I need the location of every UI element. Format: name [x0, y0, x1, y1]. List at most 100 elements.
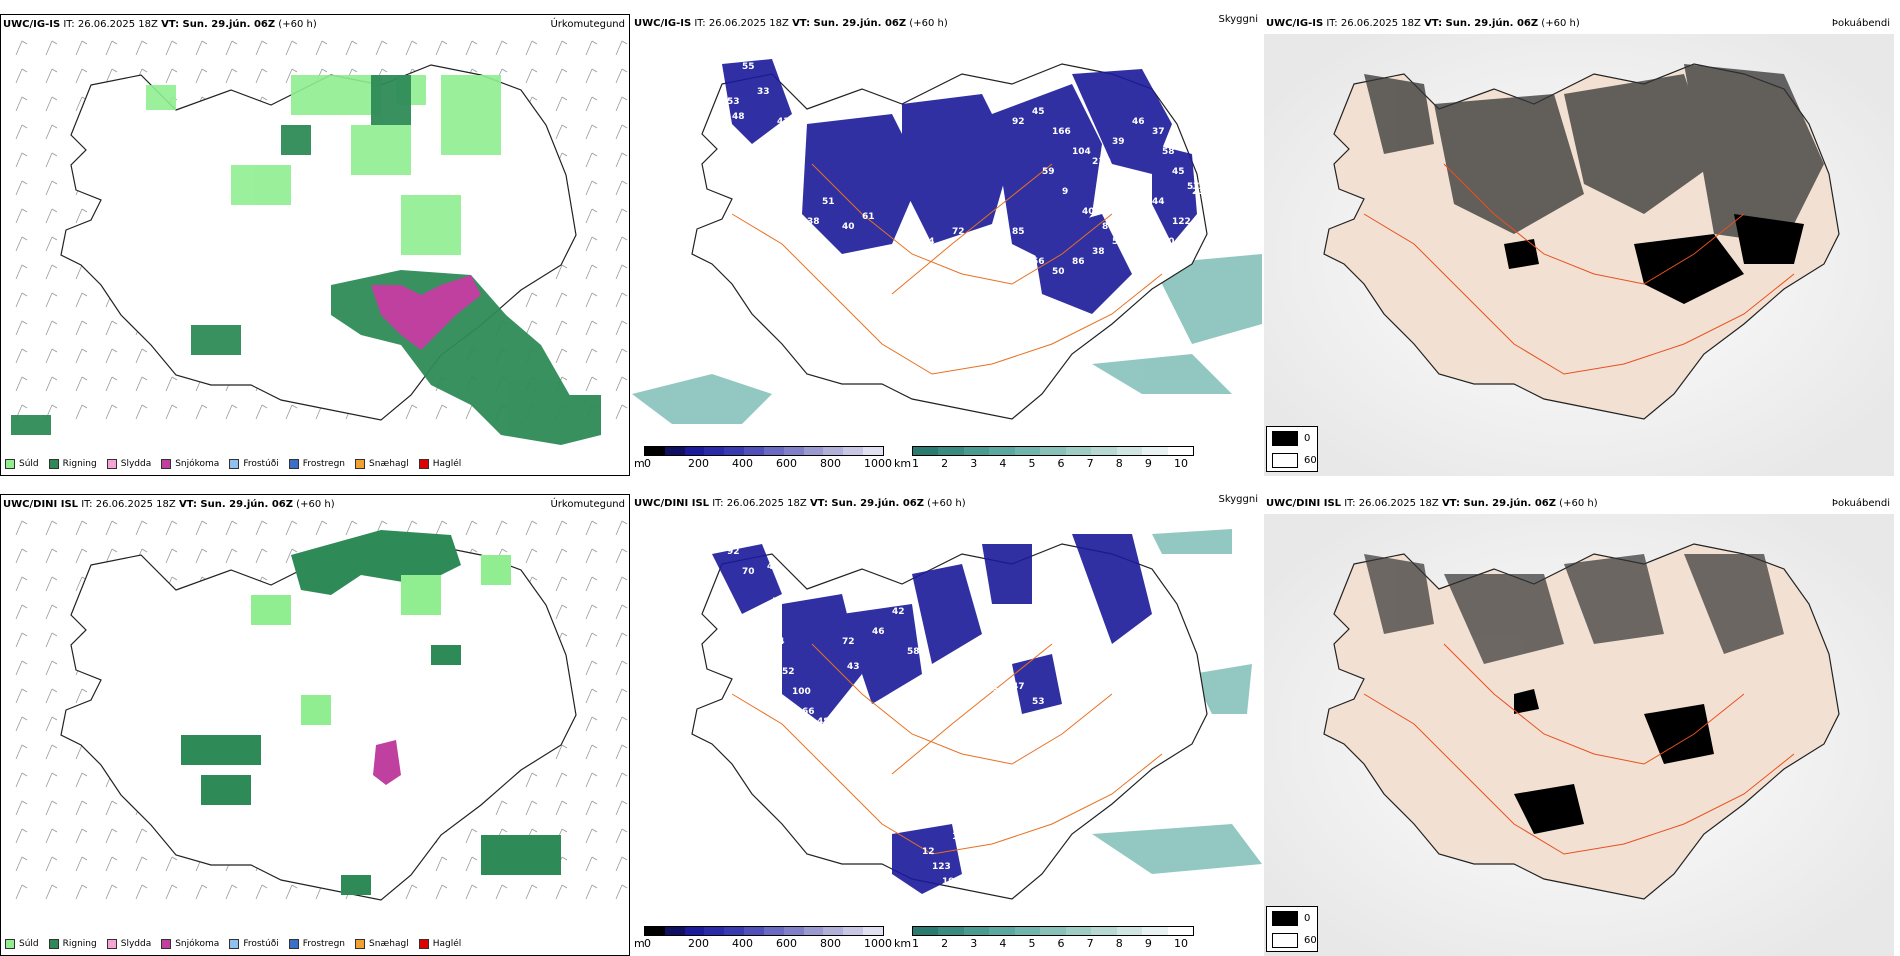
cloud-base-label: 100 [792, 687, 811, 697]
colorbar-tick: 800 [820, 937, 841, 950]
cloud-base-label: 52 [782, 667, 795, 677]
precip-title: Úrkomutegund [550, 19, 625, 30]
legend-swatch [229, 459, 240, 469]
legend-swatch [418, 459, 429, 469]
colorbar-tick: 1 [912, 457, 919, 470]
height-colorbar-top: m 0 200 400 600 800 1000 [634, 446, 892, 472]
cloud-base-label: 46 [1132, 117, 1145, 127]
cloud-base-label: 50 [772, 597, 785, 607]
precip-title: Úrkomutegund [550, 499, 625, 510]
legend-swatch [48, 459, 59, 469]
cloud-base-label: 12 [1177, 252, 1190, 262]
cloud-base-label: 10 [1162, 237, 1175, 247]
low-cloud-areas [712, 534, 1152, 894]
colorbar-tick: 400 [732, 457, 753, 470]
legend-item: Súld [5, 939, 39, 949]
legend-swatch [355, 939, 366, 949]
drizzle-areas [146, 75, 501, 255]
legend-item: Súld [5, 459, 39, 469]
cloud-base-label: 12 [922, 847, 935, 857]
fog-title: Þokuábendi [1831, 498, 1890, 509]
colorbar-tick: 5 [1028, 457, 1036, 470]
colorbar-tick: 9 [1144, 457, 1152, 470]
colorbar-tick: 10 [1174, 937, 1188, 950]
iceland-outline [1323, 543, 1840, 900]
cloud-base-label: 8 [1102, 222, 1108, 232]
cloud-base-label: 56 [1032, 257, 1045, 267]
colorbar-tick: 400 [732, 937, 753, 950]
drizzle-areas [251, 555, 511, 725]
roads [731, 643, 1163, 855]
legend-swatch [161, 459, 172, 469]
colorbar-tick: 800 [820, 457, 841, 470]
cloud-base-label: 92 [1012, 117, 1025, 127]
colorbar-tick: 4 [999, 457, 1007, 470]
roads [1363, 643, 1795, 855]
colorbar-tick: 2 [941, 457, 949, 470]
fog-panel-top: UWC/IG-IS IT: 26.06.2025 18Z VT: Sun. 29… [1264, 14, 1894, 476]
fog-map [1264, 34, 1894, 476]
cloud-base-label: 57 [1187, 182, 1200, 192]
cloud-base-label: 44 [737, 147, 750, 157]
cloud-base-label: 61 [862, 212, 875, 222]
precip-legend-bottom: Súld Rigning Slydda Snjókoma Frostúði Frostre… [5, 939, 471, 949]
cloud-base-label: 53 [1112, 237, 1125, 247]
cloud-base-label: 68 [722, 182, 735, 192]
colorbar-tick: 6 [1057, 457, 1065, 470]
cloud-base-label: 64 [772, 637, 785, 647]
cloud-base-label: 45 [1172, 167, 1185, 177]
legend-swatch [418, 939, 429, 949]
colorbar-tick: 200 [688, 937, 709, 950]
fog-dark-areas [1364, 554, 1784, 664]
fog-legend-top: 0 60 [1266, 426, 1318, 472]
fog-legend-bottom: 0 60 [1266, 906, 1318, 952]
colorbar-unit: km [894, 457, 912, 470]
colorbar-tick: 3 [970, 937, 978, 950]
legend-item: Frostúði [229, 459, 279, 469]
roads [731, 163, 1163, 375]
cloud-base-label: 166 [1052, 127, 1071, 137]
panel-title: UWC/IG-IS IT: 26.06.2025 18Z VT: Sun. 29… [634, 18, 948, 29]
cloud-base-label: 44 [782, 237, 795, 247]
cloud-base-label: 43 [952, 697, 965, 707]
legend-item: Slydda [106, 939, 151, 949]
cloud-base-label: 38 [992, 687, 1005, 697]
panel-title: UWC/IG-IS IT: 26.06.2025 18Z VT: Sun. 29… [1266, 18, 1580, 29]
legend-swatch [288, 459, 299, 469]
colorbar-tick: 600 [776, 457, 797, 470]
panel-title: UWC/DINI ISL IT: 26.06.2025 18Z VT: Sun.… [634, 498, 966, 509]
cloud-base-label: 43 [777, 117, 790, 127]
cloud-base-label: 44 [1142, 647, 1155, 657]
legend-swatch [288, 939, 299, 949]
fog-map [1264, 514, 1894, 956]
cloud-base-label: 205 [1072, 737, 1091, 747]
cloud-base-label: 45 [767, 562, 780, 572]
cloud-base-label: 108 [1182, 567, 1201, 577]
colorbar-tick: 3 [970, 457, 978, 470]
roads [1363, 163, 1795, 375]
cloud-panel-bottom: UWC/DINI ISL IT: 26.06.2025 18Z VT: Sun.… [632, 494, 1262, 956]
colorbar-unit: km [894, 937, 912, 950]
precip-map [15, 520, 628, 901]
legend-item: Rigning [48, 939, 97, 949]
cloud-base-label: 86 [1132, 667, 1145, 677]
cloud-base-label: 42 [892, 607, 905, 617]
cloud-base-label: 43 [847, 662, 860, 672]
legend-item: Frostregn [288, 459, 345, 469]
visibility-colorbar-bottom: km 1 2 3 4 5 6 7 8 9 10 [894, 926, 1194, 952]
panel-title: UWC/IG-IS IT: 26.06.2025 18Z VT: Sun. 29… [3, 19, 317, 30]
colorbar-tick: 2 [941, 937, 949, 950]
cloud-base-label: 52 [1152, 627, 1165, 637]
legend-swatch [161, 939, 172, 949]
cloud-base-label: 46 [872, 627, 885, 637]
precip-panel-bottom: UWC/DINI ISL IT: 26.06.2025 18Z VT: Sun.… [0, 494, 630, 956]
height-colorbar-bottom: m 0 200 400 600 800 1000 [634, 926, 892, 952]
cloud-base-label: 86 [1072, 257, 1085, 267]
cloud-base-label: 63 [757, 222, 770, 232]
colorbar-tick: 1000 [864, 457, 892, 470]
legend-item: Frostúði [229, 939, 279, 949]
cloud-base-label: 80 [1052, 717, 1065, 727]
cloud-base-label: 123 [932, 862, 951, 872]
cloud-base-label: 104 [1072, 147, 1091, 157]
colorbar-tick: 200 [688, 457, 709, 470]
